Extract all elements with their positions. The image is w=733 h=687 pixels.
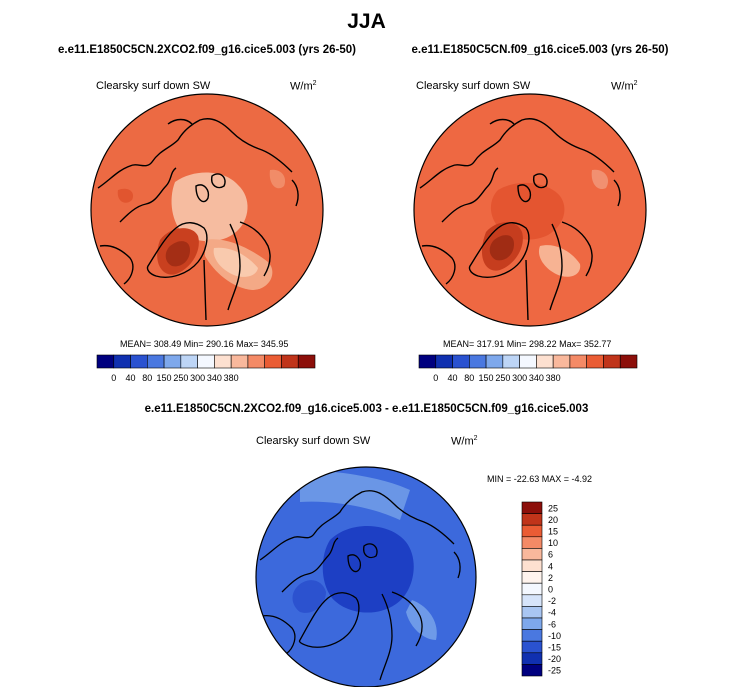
colorbar-tick-label: 6 [548, 550, 553, 560]
panel-1-stats: MEAN= 308.49 Min= 290.16 Max= 345.95 [120, 339, 289, 349]
diff-stats: MIN = -22.63 MAX = -4.92 [487, 474, 593, 484]
colorbar-swatch [521, 606, 543, 619]
polar-map-1 [90, 93, 324, 327]
season-title: JJA [347, 10, 386, 33]
colorbar-tick-label: 340 [529, 373, 544, 383]
colorbar-tick-label: 40 [126, 373, 136, 383]
colorbar-swatch [521, 617, 543, 630]
colorbar-tick-label: 300 [512, 373, 527, 383]
colorbar-tick-label: 15 [548, 527, 558, 537]
colorbar-swatch [521, 559, 543, 572]
colorbar-tick-label: 2 [548, 573, 553, 583]
colorbar-tick-label: 250 [495, 373, 510, 383]
colorbar-tick-label: -15 [548, 643, 561, 653]
colorbar-swatch [521, 664, 543, 677]
colorbar-tick-label: 340 [207, 373, 222, 383]
colorbar-swatch [281, 354, 299, 369]
colorbar-swatch [536, 354, 554, 369]
colorbar-tick-label: -10 [548, 631, 561, 641]
colorbar-swatch [163, 354, 182, 369]
colorbar-swatch [452, 354, 470, 369]
colorbar-swatch [619, 354, 638, 369]
diff-case-label: e.e11.E1850C5CN.2XCO2.f09_g16.cice5.003 … [144, 403, 589, 415]
colorbar-swatch [297, 354, 316, 369]
colorbar-1: 0 40 80 150 250 300 340 380 [96, 354, 316, 383]
colorbar-swatch [521, 652, 543, 665]
panel-2-stats: MEAN= 317.91 Min= 298.22 Max= 352.77 [443, 339, 612, 349]
colorbar-tick-label: 300 [190, 373, 205, 383]
colorbar-swatch [435, 354, 453, 369]
colorbar-swatch [485, 354, 504, 369]
colorbar-swatch [521, 640, 543, 654]
colorbar-swatch [521, 629, 543, 642]
polar-map-2 [413, 93, 647, 327]
colorbar-swatch [552, 354, 571, 369]
colorbar-swatch [147, 354, 165, 369]
colorbar-swatch [247, 354, 265, 369]
panel-1-units: W/m2 [290, 80, 317, 93]
colorbar-swatch [502, 354, 520, 369]
colorbar-swatch [113, 354, 131, 369]
colorbar-tick-label: -6 [548, 619, 556, 629]
colorbar-tick-label: 380 [546, 373, 561, 383]
colorbar-swatch [180, 354, 198, 369]
colorbar-swatch [230, 354, 249, 369]
colorbar-swatch [469, 354, 487, 369]
colorbar-swatch [214, 354, 232, 369]
colorbar-swatch [521, 582, 543, 596]
panel-1-variable: Clearsky surf down SW [96, 80, 211, 92]
colorbar-2: 0 40 80 150 250 300 340 380 [418, 354, 638, 383]
colorbar-tick-label: 40 [448, 373, 458, 383]
colorbar-tick-label: 380 [224, 373, 239, 383]
colorbar-swatch [197, 354, 215, 369]
colorbar-tick-label: 80 [142, 373, 152, 383]
colorbar-swatch [521, 548, 543, 561]
panel-2-variable: Clearsky surf down SW [416, 80, 531, 92]
colorbar-swatch [521, 501, 543, 514]
colorbar-swatch [521, 513, 543, 526]
colorbar-tick-label: 0 [548, 585, 553, 595]
colorbar-swatch [521, 536, 543, 549]
colorbar-tick-label: -25 [548, 666, 561, 676]
colorbar-swatch [586, 354, 604, 369]
colorbar-swatch [603, 354, 621, 369]
panel-2-units: W/m2 [611, 80, 638, 93]
panel-2-case-label: e.e11.E1850C5CN.f09_g16.cice5.003 (yrs 2… [411, 44, 669, 56]
colorbar-tick-label: 250 [173, 373, 188, 383]
colorbar-tick-label: 10 [548, 538, 558, 548]
polar-map-difference [255, 466, 477, 687]
colorbar-swatch [521, 571, 543, 584]
colorbar-tick-label: -2 [548, 596, 556, 606]
panel-1-case-label: e.e11.E1850C5CN.2XCO2.f09_g16.cice5.003 … [58, 44, 356, 56]
colorbar-swatch [519, 354, 537, 369]
colorbar-swatch [264, 354, 282, 369]
colorbar-tick-label: -4 [548, 608, 556, 618]
colorbar-swatch [521, 524, 543, 538]
colorbar-tick-label: 80 [464, 373, 474, 383]
diff-variable: Clearsky surf down SW [256, 435, 371, 447]
colorbar-tick-label: 4 [548, 561, 553, 571]
colorbar-tick-label: 20 [548, 515, 558, 525]
colorbar-swatch [130, 354, 148, 369]
diff-units: W/m2 [451, 435, 478, 448]
colorbar-tick-label: 150 [479, 373, 494, 383]
colorbar-swatch [96, 354, 115, 369]
colorbar-swatch [521, 594, 543, 607]
colorbar-tick-label: 150 [157, 373, 172, 383]
colorbar-swatch [569, 354, 587, 369]
colorbar-tick-label: 0 [433, 373, 438, 383]
colorbar-tick-label: -20 [548, 654, 561, 664]
colorbar-tick-label: 0 [111, 373, 116, 383]
colorbar-swatch [418, 354, 437, 369]
colorbar-tick-label: 25 [548, 503, 558, 513]
